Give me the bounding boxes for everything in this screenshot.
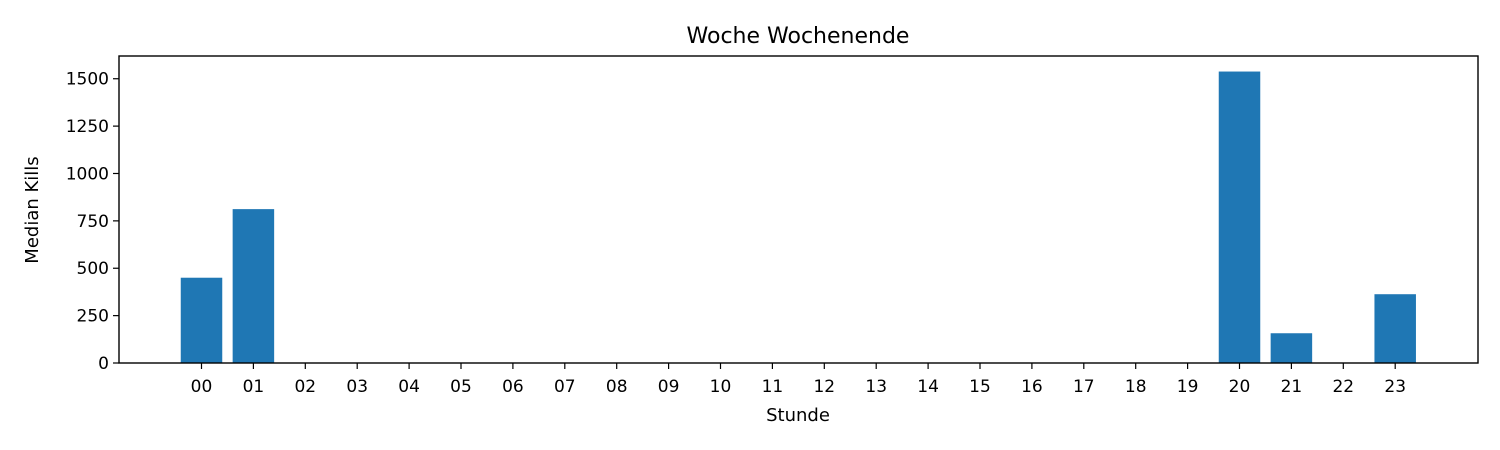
bar-21 — [1270, 333, 1313, 363]
y-tick-label-500: 500 — [77, 259, 109, 279]
x-tick-label-12: 12 — [813, 377, 835, 397]
bar-20 — [1218, 71, 1261, 364]
chart-title: Woche Wochenende — [687, 24, 910, 49]
plot-frame — [118, 55, 1479, 364]
x-tick-label-02: 02 — [294, 377, 316, 397]
y-tick-label-1500: 1500 — [66, 70, 109, 90]
x-tick-label-21: 21 — [1281, 377, 1303, 397]
x-tick-label-08: 08 — [606, 377, 628, 397]
x-tick-label-04: 04 — [398, 377, 420, 397]
x-tick-label-09: 09 — [658, 377, 680, 397]
x-tick-label-23: 23 — [1384, 377, 1406, 397]
x-axis: 00 01 02 03 04 05 06 07 08 09 10 11 12 13 14 15 16 17 18 19… — [191, 363, 1406, 397]
y-axis-label: Median Kills — [22, 156, 43, 263]
x-tick-label-13: 13 — [865, 377, 887, 397]
x-tick-label-15: 15 — [969, 377, 991, 397]
y-tick-label-1000: 1000 — [66, 164, 109, 184]
x-tick-label-17: 17 — [1073, 377, 1095, 397]
x-tick-label-00: 00 — [191, 377, 213, 397]
x-tick-label-20: 20 — [1229, 377, 1251, 397]
x-tick-label-03: 03 — [346, 377, 368, 397]
x-tick-label-14: 14 — [917, 377, 939, 397]
y-tick-label-750: 750 — [77, 212, 109, 232]
bars-group — [180, 71, 1416, 364]
bar-00 — [180, 277, 223, 363]
x-tick-label-18: 18 — [1125, 377, 1147, 397]
x-axis-label: Stunde — [766, 405, 830, 426]
x-tick-label-07: 07 — [554, 377, 576, 397]
y-axis: 0 250 500 750 1000 1250 1500 — [66, 70, 119, 374]
x-tick-label-10: 10 — [710, 377, 732, 397]
bar-23 — [1374, 294, 1416, 363]
x-tick-label-06: 06 — [502, 377, 524, 397]
x-tick-label-11: 11 — [762, 377, 784, 397]
bar-01 — [232, 209, 275, 363]
y-tick-label-1250: 1250 — [66, 117, 109, 137]
x-tick-label-16: 16 — [1021, 377, 1043, 397]
y-tick-label-250: 250 — [77, 307, 109, 327]
x-tick-label-01: 01 — [243, 377, 265, 397]
y-tick-label-0: 0 — [98, 354, 109, 374]
x-tick-label-05: 05 — [450, 377, 472, 397]
x-tick-label-19: 19 — [1177, 377, 1199, 397]
x-tick-label-22: 22 — [1332, 377, 1354, 397]
